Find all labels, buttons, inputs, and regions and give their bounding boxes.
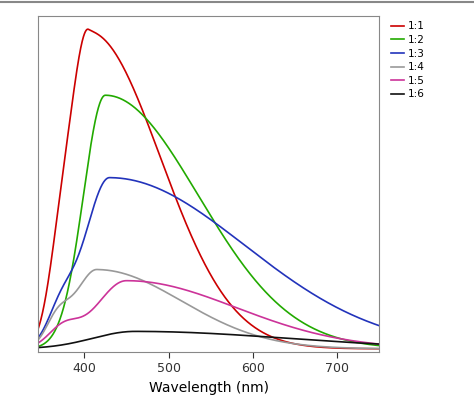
1:1 bbox=[166, 178, 172, 182]
1:4 bbox=[94, 267, 100, 272]
1:2 bbox=[376, 343, 382, 348]
1:3 bbox=[181, 199, 187, 204]
1:6 bbox=[376, 342, 382, 346]
1:3 bbox=[35, 336, 41, 340]
1:3 bbox=[107, 175, 112, 180]
1:5 bbox=[74, 316, 80, 320]
1:4 bbox=[94, 267, 100, 272]
1:2 bbox=[181, 169, 187, 174]
1:4 bbox=[166, 292, 172, 296]
Line: 1:1: 1:1 bbox=[38, 29, 379, 349]
1:1 bbox=[181, 216, 187, 220]
1:3 bbox=[370, 321, 375, 326]
Line: 1:5: 1:5 bbox=[38, 281, 379, 344]
1:5 bbox=[181, 287, 187, 292]
1:1 bbox=[74, 68, 80, 73]
1:2 bbox=[74, 238, 80, 242]
1:6 bbox=[35, 345, 41, 350]
1:5 bbox=[94, 302, 100, 307]
X-axis label: Wavelength (nm): Wavelength (nm) bbox=[148, 381, 269, 395]
1:1 bbox=[94, 32, 100, 36]
1:1 bbox=[376, 346, 382, 351]
1:2 bbox=[102, 93, 108, 98]
Line: 1:2: 1:2 bbox=[38, 95, 379, 347]
1:3 bbox=[376, 323, 382, 328]
1:5 bbox=[166, 283, 172, 288]
1:3 bbox=[166, 191, 172, 196]
1:6 bbox=[166, 330, 172, 334]
1:5 bbox=[370, 341, 375, 346]
1:5 bbox=[333, 336, 339, 340]
Line: 1:4: 1:4 bbox=[38, 270, 379, 348]
1:6 bbox=[370, 341, 375, 346]
1:5 bbox=[124, 278, 129, 283]
1:4 bbox=[74, 288, 80, 293]
1:6 bbox=[94, 335, 100, 340]
1:4 bbox=[376, 346, 382, 351]
1:6 bbox=[333, 339, 339, 344]
1:5 bbox=[376, 342, 382, 346]
1:6 bbox=[132, 329, 138, 334]
1:2 bbox=[35, 344, 41, 349]
1:6 bbox=[181, 330, 187, 335]
1:4 bbox=[370, 346, 375, 351]
1:4 bbox=[35, 338, 41, 342]
1:2 bbox=[333, 335, 339, 340]
1:4 bbox=[181, 300, 187, 305]
1:1 bbox=[370, 346, 375, 351]
1:2 bbox=[94, 110, 100, 115]
1:2 bbox=[166, 146, 172, 151]
1:1 bbox=[35, 327, 41, 332]
1:1 bbox=[85, 27, 91, 32]
Line: 1:6: 1:6 bbox=[38, 331, 379, 348]
1:1 bbox=[333, 346, 339, 350]
Line: 1:3: 1:3 bbox=[38, 178, 379, 338]
1:3 bbox=[94, 194, 100, 199]
1:3 bbox=[74, 257, 80, 262]
1:5 bbox=[35, 341, 41, 346]
1:2 bbox=[370, 342, 375, 347]
Legend: 1:1, 1:2, 1:3, 1:4, 1:5, 1:6: 1:1, 1:2, 1:3, 1:4, 1:5, 1:6 bbox=[391, 21, 425, 100]
1:4 bbox=[333, 345, 339, 350]
1:6 bbox=[74, 340, 80, 344]
1:3 bbox=[333, 304, 339, 309]
